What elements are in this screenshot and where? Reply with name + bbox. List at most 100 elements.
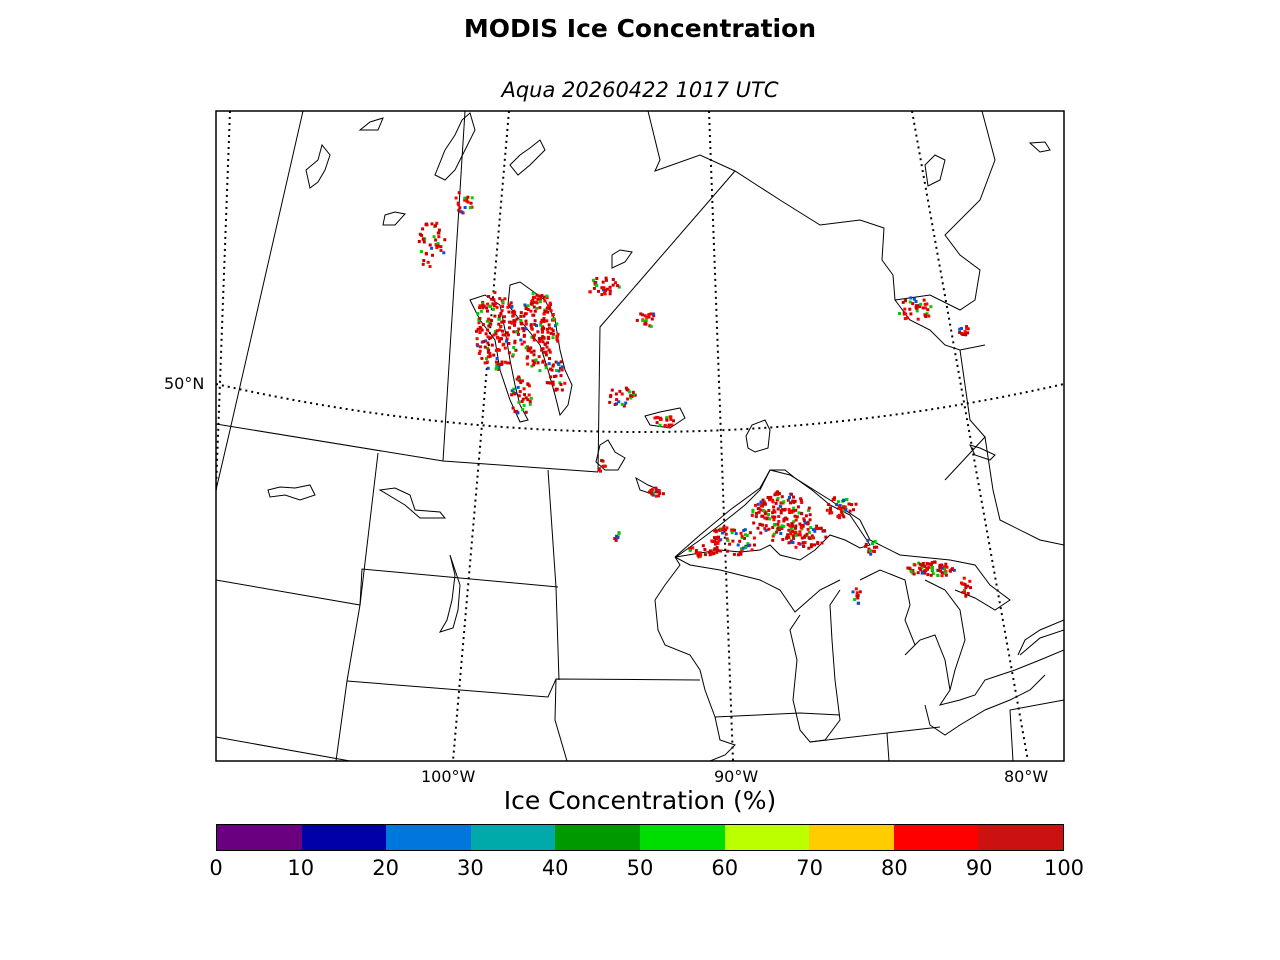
ice-pixel <box>752 521 756 525</box>
ice-pixel <box>708 553 712 557</box>
ice-pixel <box>742 529 746 532</box>
ice-pixel <box>644 322 648 326</box>
ice-pixel <box>554 324 557 328</box>
ice-pixel <box>672 419 675 423</box>
ice-pixel <box>530 299 534 303</box>
ice-pixel <box>871 542 875 545</box>
ice-pixel <box>523 312 527 316</box>
ice-pixel <box>629 394 633 398</box>
ice-pixel <box>639 312 643 316</box>
ice-pixel <box>643 314 647 318</box>
ice-pixel <box>609 393 613 397</box>
ice-pixel <box>500 299 504 303</box>
ice-pixel <box>615 398 619 401</box>
ice-pixel <box>763 512 767 516</box>
ice-pixel <box>548 350 552 354</box>
ice-pixel <box>794 524 798 528</box>
ice-pixel <box>772 532 776 536</box>
ice-pixel <box>814 527 818 531</box>
ice-pixel <box>537 337 541 341</box>
ice-pixel <box>591 278 595 282</box>
ice-pixel <box>714 540 718 544</box>
ice-pixel <box>530 335 534 339</box>
ice-pixel <box>547 381 550 385</box>
ice-pixel <box>608 400 612 404</box>
ice-pixel <box>845 498 849 501</box>
ice-pixel <box>487 324 491 328</box>
ice-pixel <box>546 336 550 340</box>
ice-pixel <box>914 300 918 303</box>
ice-pixel <box>918 562 922 566</box>
ice-pixel <box>969 586 972 590</box>
ice-pixel <box>545 327 549 331</box>
ice-pixel <box>774 501 778 505</box>
ice-pixel <box>556 361 560 365</box>
ice-pixel <box>795 515 799 519</box>
political-borders <box>216 111 1064 761</box>
ice-pixel <box>808 513 812 517</box>
ice-pixel <box>927 314 931 318</box>
ice-pixel <box>803 541 807 545</box>
ice-pixel <box>434 238 438 242</box>
ice-pixel <box>758 523 762 527</box>
ice-pixel <box>792 495 795 499</box>
ice-pixel <box>517 375 521 379</box>
ice-pixel <box>492 333 496 337</box>
ice-pixel <box>436 244 440 248</box>
ice-pixel <box>608 289 612 293</box>
ice-pixel <box>478 325 482 329</box>
ice-pixel <box>807 508 811 512</box>
ice-pixel <box>510 393 514 397</box>
ice-pixel <box>772 505 776 509</box>
ice-pixel <box>431 253 434 257</box>
ice-pixel <box>475 337 479 341</box>
ice-pixel <box>923 313 927 317</box>
ice-pixel <box>611 278 615 281</box>
ice-pixel <box>502 320 506 323</box>
lon-label-90w: 90°W <box>714 767 759 786</box>
ice-pixel <box>807 531 811 534</box>
colorbar-segment <box>217 825 302 850</box>
ice-pixel <box>864 544 868 548</box>
ice-pixel <box>771 526 775 529</box>
ice-pixel <box>497 317 501 321</box>
ice-pixel <box>801 524 805 527</box>
ice-pixel <box>929 573 933 577</box>
ice-pixel <box>529 309 533 313</box>
ice-pixel <box>759 531 763 535</box>
ice-pixel <box>521 408 525 411</box>
ice-pixel <box>551 380 555 384</box>
ice-pixel <box>601 280 605 284</box>
ice-pixel <box>915 305 919 309</box>
ice-pixel <box>541 360 545 364</box>
ice-pixel <box>649 324 653 328</box>
ice-pixel <box>489 322 493 326</box>
ice-pixel <box>777 492 781 495</box>
ice-pixel <box>468 206 472 210</box>
ice-pixel <box>421 227 425 231</box>
ice-pixel <box>787 541 791 545</box>
ice-pixel <box>786 533 790 537</box>
ice-pixel <box>798 533 802 537</box>
ice-pixel <box>822 529 826 533</box>
ice-pixel <box>469 201 473 205</box>
ice-pixel <box>519 381 523 385</box>
ice-pixel <box>543 299 547 303</box>
ice-pixel <box>513 339 517 343</box>
ice-pixel <box>792 536 796 540</box>
ice-pixel <box>654 494 658 498</box>
ice-pixel <box>867 547 871 551</box>
ice-pixel <box>964 586 968 590</box>
colorbar-tick-label: 90 <box>965 856 993 880</box>
ice-pixel <box>649 312 653 316</box>
ice-pixel <box>527 393 531 397</box>
colorbar-segment <box>893 825 979 850</box>
ice-pixel <box>744 546 747 550</box>
ice-pixel <box>923 571 927 575</box>
ice-pixel <box>942 565 946 569</box>
ice-pixel <box>764 528 768 532</box>
ice-pixel <box>493 330 497 334</box>
ice-pixel <box>501 305 505 308</box>
ice-pixel <box>747 544 750 548</box>
ice-pixel <box>701 544 705 548</box>
